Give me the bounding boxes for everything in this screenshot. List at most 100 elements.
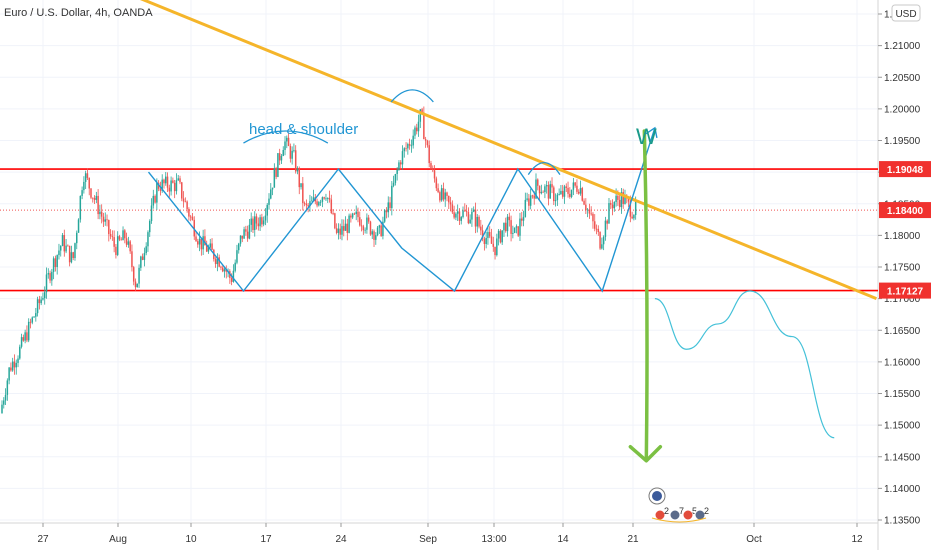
candle-body	[31, 317, 34, 323]
event-marker-count: 5	[692, 506, 697, 516]
candle-body	[221, 267, 224, 272]
candle-body	[474, 209, 477, 227]
candle-body	[496, 238, 498, 256]
candle-body	[401, 151, 404, 165]
candle-body	[84, 173, 87, 182]
candle-body	[378, 225, 381, 228]
candle-body	[132, 267, 135, 282]
candle-body	[362, 226, 365, 231]
candle-body	[396, 169, 398, 175]
candle-body	[223, 269, 226, 272]
candle-body	[526, 198, 528, 200]
candle-body	[239, 235, 242, 244]
candle-body	[469, 219, 471, 224]
candle-body	[90, 188, 92, 198]
candle-body	[246, 231, 249, 239]
candle-body	[560, 190, 562, 194]
price-tick-label: 1.13500	[884, 516, 921, 527]
candle-body	[270, 189, 272, 199]
last-price-tag-label: 1.18400	[887, 206, 924, 217]
currency-badge[interactable]: USD	[891, 4, 921, 22]
candle-body	[376, 227, 379, 236]
candle-body	[487, 232, 489, 238]
candle-body	[264, 215, 267, 221]
candle-body	[348, 215, 350, 233]
currency-badge-label: USD	[895, 9, 916, 20]
w-pattern-zigzag	[147, 127, 656, 293]
candle-body	[549, 184, 551, 199]
event-marker-icon[interactable]	[682, 509, 694, 521]
candle-body	[383, 210, 386, 222]
candle-body	[3, 400, 5, 405]
candle-body	[8, 367, 10, 381]
candle-body	[278, 153, 281, 161]
candle-body	[504, 222, 507, 232]
level-price-tag-bg	[879, 282, 931, 299]
event-marker-count: 2	[704, 506, 709, 516]
candle-body	[22, 337, 25, 341]
candle-body	[282, 149, 284, 156]
candle-body	[312, 197, 315, 201]
candle-body	[67, 245, 69, 247]
horizontal-levels	[0, 168, 878, 292]
candle-body	[68, 245, 71, 263]
time-tick-label: 12	[851, 534, 863, 545]
projection-curve	[654, 290, 835, 439]
candle-body	[476, 216, 479, 227]
candle-body	[127, 241, 130, 245]
candle-body	[257, 223, 260, 227]
candle-body	[248, 224, 251, 239]
price-tick-label: 1.14000	[884, 484, 921, 495]
candle-body	[515, 226, 518, 228]
candle-body	[613, 201, 616, 209]
candle-body	[111, 236, 114, 238]
candle-body	[17, 358, 19, 363]
candle-body	[371, 231, 373, 235]
candle-body	[328, 197, 331, 200]
candle-body	[13, 361, 16, 368]
candle-body	[622, 192, 624, 204]
candle-body	[574, 182, 576, 186]
candle-body	[407, 144, 409, 149]
event-marker-icon[interactable]	[669, 509, 681, 521]
time-tick-label: Sep	[419, 534, 437, 545]
candle-body	[237, 243, 240, 251]
head-shoulder-arc	[243, 130, 329, 144]
candle-body	[343, 226, 345, 231]
time-tick-label: 24	[335, 534, 347, 545]
candle-body	[592, 213, 594, 222]
candle-body	[451, 204, 454, 213]
candle-body	[63, 235, 66, 252]
candle-body	[634, 201, 637, 216]
candle-body	[561, 190, 564, 197]
candle-body	[351, 213, 354, 218]
candle-body	[538, 185, 541, 194]
candle-body	[369, 221, 372, 235]
candle-body	[394, 174, 397, 183]
candle-body	[554, 200, 557, 202]
down-arrow-shaft	[642, 129, 649, 459]
candle-body	[544, 186, 546, 193]
time-tick-label: 17	[260, 534, 272, 545]
wave-label: W	[636, 124, 657, 149]
candle-body	[572, 182, 575, 190]
time-tick-label: 14	[557, 534, 569, 545]
candle-body	[478, 216, 480, 227]
candle-body	[15, 362, 17, 368]
candle-body	[104, 219, 106, 222]
candle-body	[47, 273, 50, 275]
candle-body	[325, 198, 327, 200]
candle-body	[170, 180, 172, 192]
candle-body	[373, 231, 375, 240]
time-axis[interactable]: 27 Aug 10 17 24 Sep 13:00 14 21 Oct 12	[37, 523, 863, 545]
head-shoulder-arc	[390, 89, 434, 103]
candle-body	[497, 230, 500, 239]
candle-body	[59, 246, 62, 251]
candle-body	[353, 213, 356, 215]
candle-body	[286, 137, 288, 142]
candle-body	[615, 195, 617, 202]
candle-body	[366, 217, 368, 230]
